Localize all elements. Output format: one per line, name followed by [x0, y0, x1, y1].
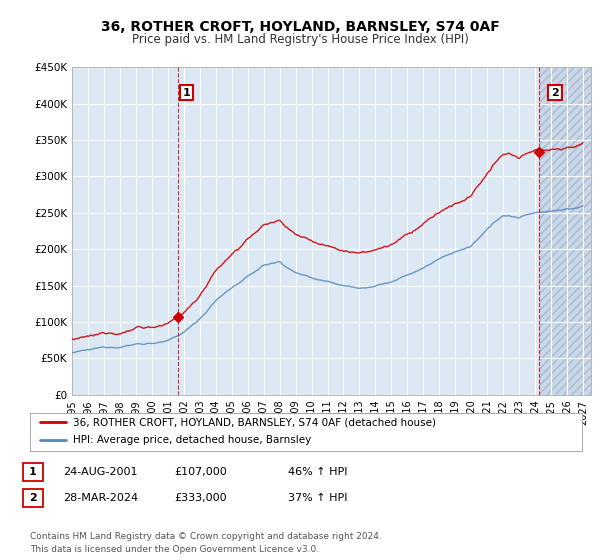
Text: 24-AUG-2001: 24-AUG-2001	[63, 467, 137, 477]
Text: 1: 1	[182, 88, 190, 97]
Text: 2: 2	[551, 88, 559, 97]
Text: 46% ↑ HPI: 46% ↑ HPI	[288, 467, 347, 477]
Text: Contains HM Land Registry data © Crown copyright and database right 2024.
This d: Contains HM Land Registry data © Crown c…	[30, 532, 382, 554]
Bar	[539, 67, 591, 395]
Text: HPI: Average price, detached house, Barnsley: HPI: Average price, detached house, Barn…	[73, 435, 311, 445]
Text: 36, ROTHER CROFT, HOYLAND, BARNSLEY, S74 0AF (detached house): 36, ROTHER CROFT, HOYLAND, BARNSLEY, S74…	[73, 417, 436, 427]
Text: 37% ↑ HPI: 37% ↑ HPI	[288, 493, 347, 503]
Text: Price paid vs. HM Land Registry's House Price Index (HPI): Price paid vs. HM Land Registry's House …	[131, 32, 469, 46]
Text: 36, ROTHER CROFT, HOYLAND, BARNSLEY, S74 0AF: 36, ROTHER CROFT, HOYLAND, BARNSLEY, S74…	[101, 20, 499, 34]
Text: 2: 2	[29, 493, 37, 503]
Text: £333,000: £333,000	[174, 493, 227, 503]
Text: 28-MAR-2024: 28-MAR-2024	[63, 493, 138, 503]
Text: £107,000: £107,000	[174, 467, 227, 477]
Text: 1: 1	[29, 467, 37, 477]
